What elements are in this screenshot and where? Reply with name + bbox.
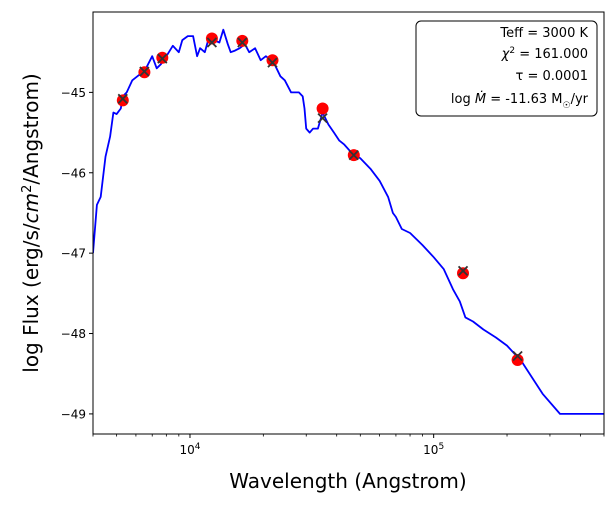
model-flux-marker-8 — [348, 149, 359, 161]
y-tick-label-5: −49 — [61, 407, 86, 421]
info-mdot: log Ṁ = -11.63 M☉/yr — [451, 91, 589, 111]
observed-flux-point-4 — [205, 32, 218, 45]
y-tick-label-1: −45 — [61, 86, 86, 100]
y-tick-label-3: −47 — [61, 247, 86, 261]
x-axis-ticks: 104 105 — [92, 434, 605, 457]
observed-flux-point-9 — [457, 267, 469, 280]
model-flux-marker-7 — [317, 112, 328, 124]
model-flux-marker-1 — [117, 93, 128, 104]
y-tick-label-2: −46 — [61, 166, 86, 180]
model-flux-marker-6 — [267, 57, 278, 68]
model-flux-marker-2 — [139, 66, 150, 77]
y-axis-label: log Flux (erg/s/cm2/Angstrom) — [19, 73, 43, 372]
info-box: Teff = 3000 K χ2 = 161.000 τ = 0.0001 lo… — [415, 20, 598, 117]
x-axis-label: Wavelength (Angstrom) — [229, 469, 466, 493]
y-axis-ticks: −45 −46 −47 −48 −49 — [61, 86, 93, 421]
observed-flux-point-5 — [236, 34, 249, 47]
observed-flux-point-6 — [266, 54, 279, 67]
observed-flux-point-10 — [511, 354, 524, 366]
model-flux-marker-4 — [206, 37, 218, 48]
y-tick-label-4: −48 — [61, 327, 86, 341]
model-spectrum-line — [93, 28, 604, 415]
info-box-frame — [415, 20, 598, 117]
x-tick-label-2: 105 — [423, 442, 444, 457]
observed-flux-point-1 — [116, 94, 129, 107]
info-chi2: χ2 = 161.000 — [501, 46, 588, 62]
model-flux-marker-5 — [237, 37, 248, 48]
observed-flux-point-7 — [316, 102, 329, 115]
model-flux-marker-3 — [157, 53, 168, 64]
x-tick-label-1: 104 — [179, 442, 200, 457]
plot-series — [93, 28, 604, 415]
info-teff: Teff = 3000 K — [499, 26, 588, 41]
model-flux-marker-9 — [457, 265, 469, 276]
model-flux-marker-10 — [512, 350, 523, 362]
info-tau: τ = 0.0001 — [516, 69, 588, 84]
plot-frame — [92, 11, 605, 435]
